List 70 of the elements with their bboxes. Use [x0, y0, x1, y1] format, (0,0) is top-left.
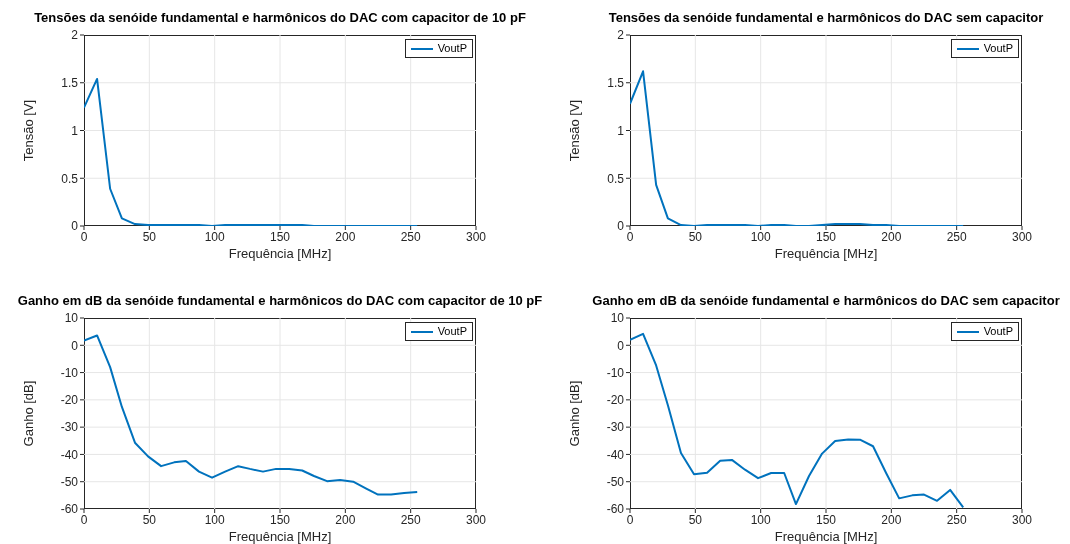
- y-tick-label: -30: [60, 420, 79, 435]
- x-tick-label: 50: [142, 229, 157, 244]
- x-tick-label: 150: [815, 229, 837, 244]
- y-tick-label: 1: [617, 123, 625, 138]
- y-tick-label: 0: [617, 219, 625, 234]
- x-tick-label: 150: [269, 229, 291, 244]
- y-tick-label: 2: [71, 28, 79, 43]
- y-axis-title: Tensão [V]: [566, 99, 582, 162]
- x-tick-label: 250: [946, 229, 967, 244]
- y-tick-label: 0.5: [61, 171, 79, 186]
- x-tick-label: 300: [1011, 229, 1033, 244]
- y-tick-label: -40: [606, 447, 625, 462]
- x-axis-title: Frequência [MHz]: [228, 529, 332, 544]
- x-tick-label: 300: [1011, 512, 1033, 527]
- x-tick-label: 200: [335, 229, 356, 244]
- x-tick-label: 150: [269, 512, 291, 527]
- x-tick-label: 250: [946, 512, 967, 527]
- y-tick-label: 0: [71, 338, 79, 353]
- line-series: [84, 334, 419, 496]
- y-tick-label: -20: [60, 393, 79, 408]
- x-tick-label: 100: [750, 512, 771, 527]
- y-tick-label: 1.5: [607, 76, 625, 91]
- x-tick-label: 50: [688, 512, 703, 527]
- y-tick-label: 0: [71, 219, 79, 234]
- x-tick-label: 100: [204, 229, 225, 244]
- x-axis-title: Frequência [MHz]: [228, 246, 332, 261]
- legend-label: VoutP: [983, 324, 1013, 339]
- legend-label: VoutP: [983, 41, 1013, 56]
- y-axis-title: Tensão [V]: [20, 99, 36, 162]
- y-tick-label: -50: [606, 474, 625, 489]
- x-axis-title: Frequência [MHz]: [774, 529, 878, 544]
- y-tick-label: -50: [60, 474, 79, 489]
- x-tick-label: 200: [335, 512, 356, 527]
- y-tick-label: 2: [617, 28, 625, 43]
- x-tick-label: 250: [400, 512, 421, 527]
- x-tick-label: 100: [204, 512, 225, 527]
- y-tick-label: -60: [60, 502, 79, 517]
- x-axis-title: Frequência [MHz]: [774, 246, 878, 261]
- x-tick-label: 300: [465, 229, 487, 244]
- y-tick-label: -30: [606, 420, 625, 435]
- y-tick-label: -40: [60, 447, 79, 462]
- y-tick-label: 1.5: [61, 76, 79, 91]
- x-tick-label: 250: [400, 229, 421, 244]
- chart-title: Tensões da senóide fundamental e harmônicos do DAC sem capacitor: [607, 10, 1045, 25]
- x-tick-label: 300: [465, 512, 487, 527]
- x-tick-label: 200: [881, 229, 902, 244]
- chart-title: Tensões da senóide fundamental e harmônicos do DAC com capacitor de 10 pF: [33, 10, 527, 25]
- line-series: [630, 332, 965, 509]
- y-tick-label: 1: [71, 123, 79, 138]
- legend-label: VoutP: [437, 41, 467, 56]
- x-tick-label: 150: [815, 512, 837, 527]
- x-tick-label: 100: [750, 229, 771, 244]
- chart-title: Ganho em dB da senóide fundamental e harmônicos do DAC sem capacitor: [591, 293, 1061, 308]
- x-tick-label: 50: [688, 229, 703, 244]
- y-tick-label: 10: [64, 311, 79, 326]
- y-tick-label: -10: [606, 365, 625, 380]
- y-axis-title: Ganho [dB]: [566, 380, 582, 447]
- chart-title: Ganho em dB da senóide fundamental e harmônicos do DAC com capacitor de 10 pF: [16, 293, 544, 308]
- y-tick-label: 0: [617, 338, 625, 353]
- y-axis-title: Ganho [dB]: [20, 380, 36, 447]
- y-tick-label: 10: [610, 311, 625, 326]
- line-series: [84, 77, 419, 226]
- y-tick-label: -60: [606, 502, 625, 517]
- y-tick-label: -10: [60, 365, 79, 380]
- y-tick-label: 0.5: [607, 171, 625, 186]
- line-series: [630, 70, 965, 226]
- legend-label: VoutP: [437, 324, 467, 339]
- y-tick-label: -20: [606, 393, 625, 408]
- x-tick-label: 50: [142, 512, 157, 527]
- x-tick-label: 200: [881, 512, 902, 527]
